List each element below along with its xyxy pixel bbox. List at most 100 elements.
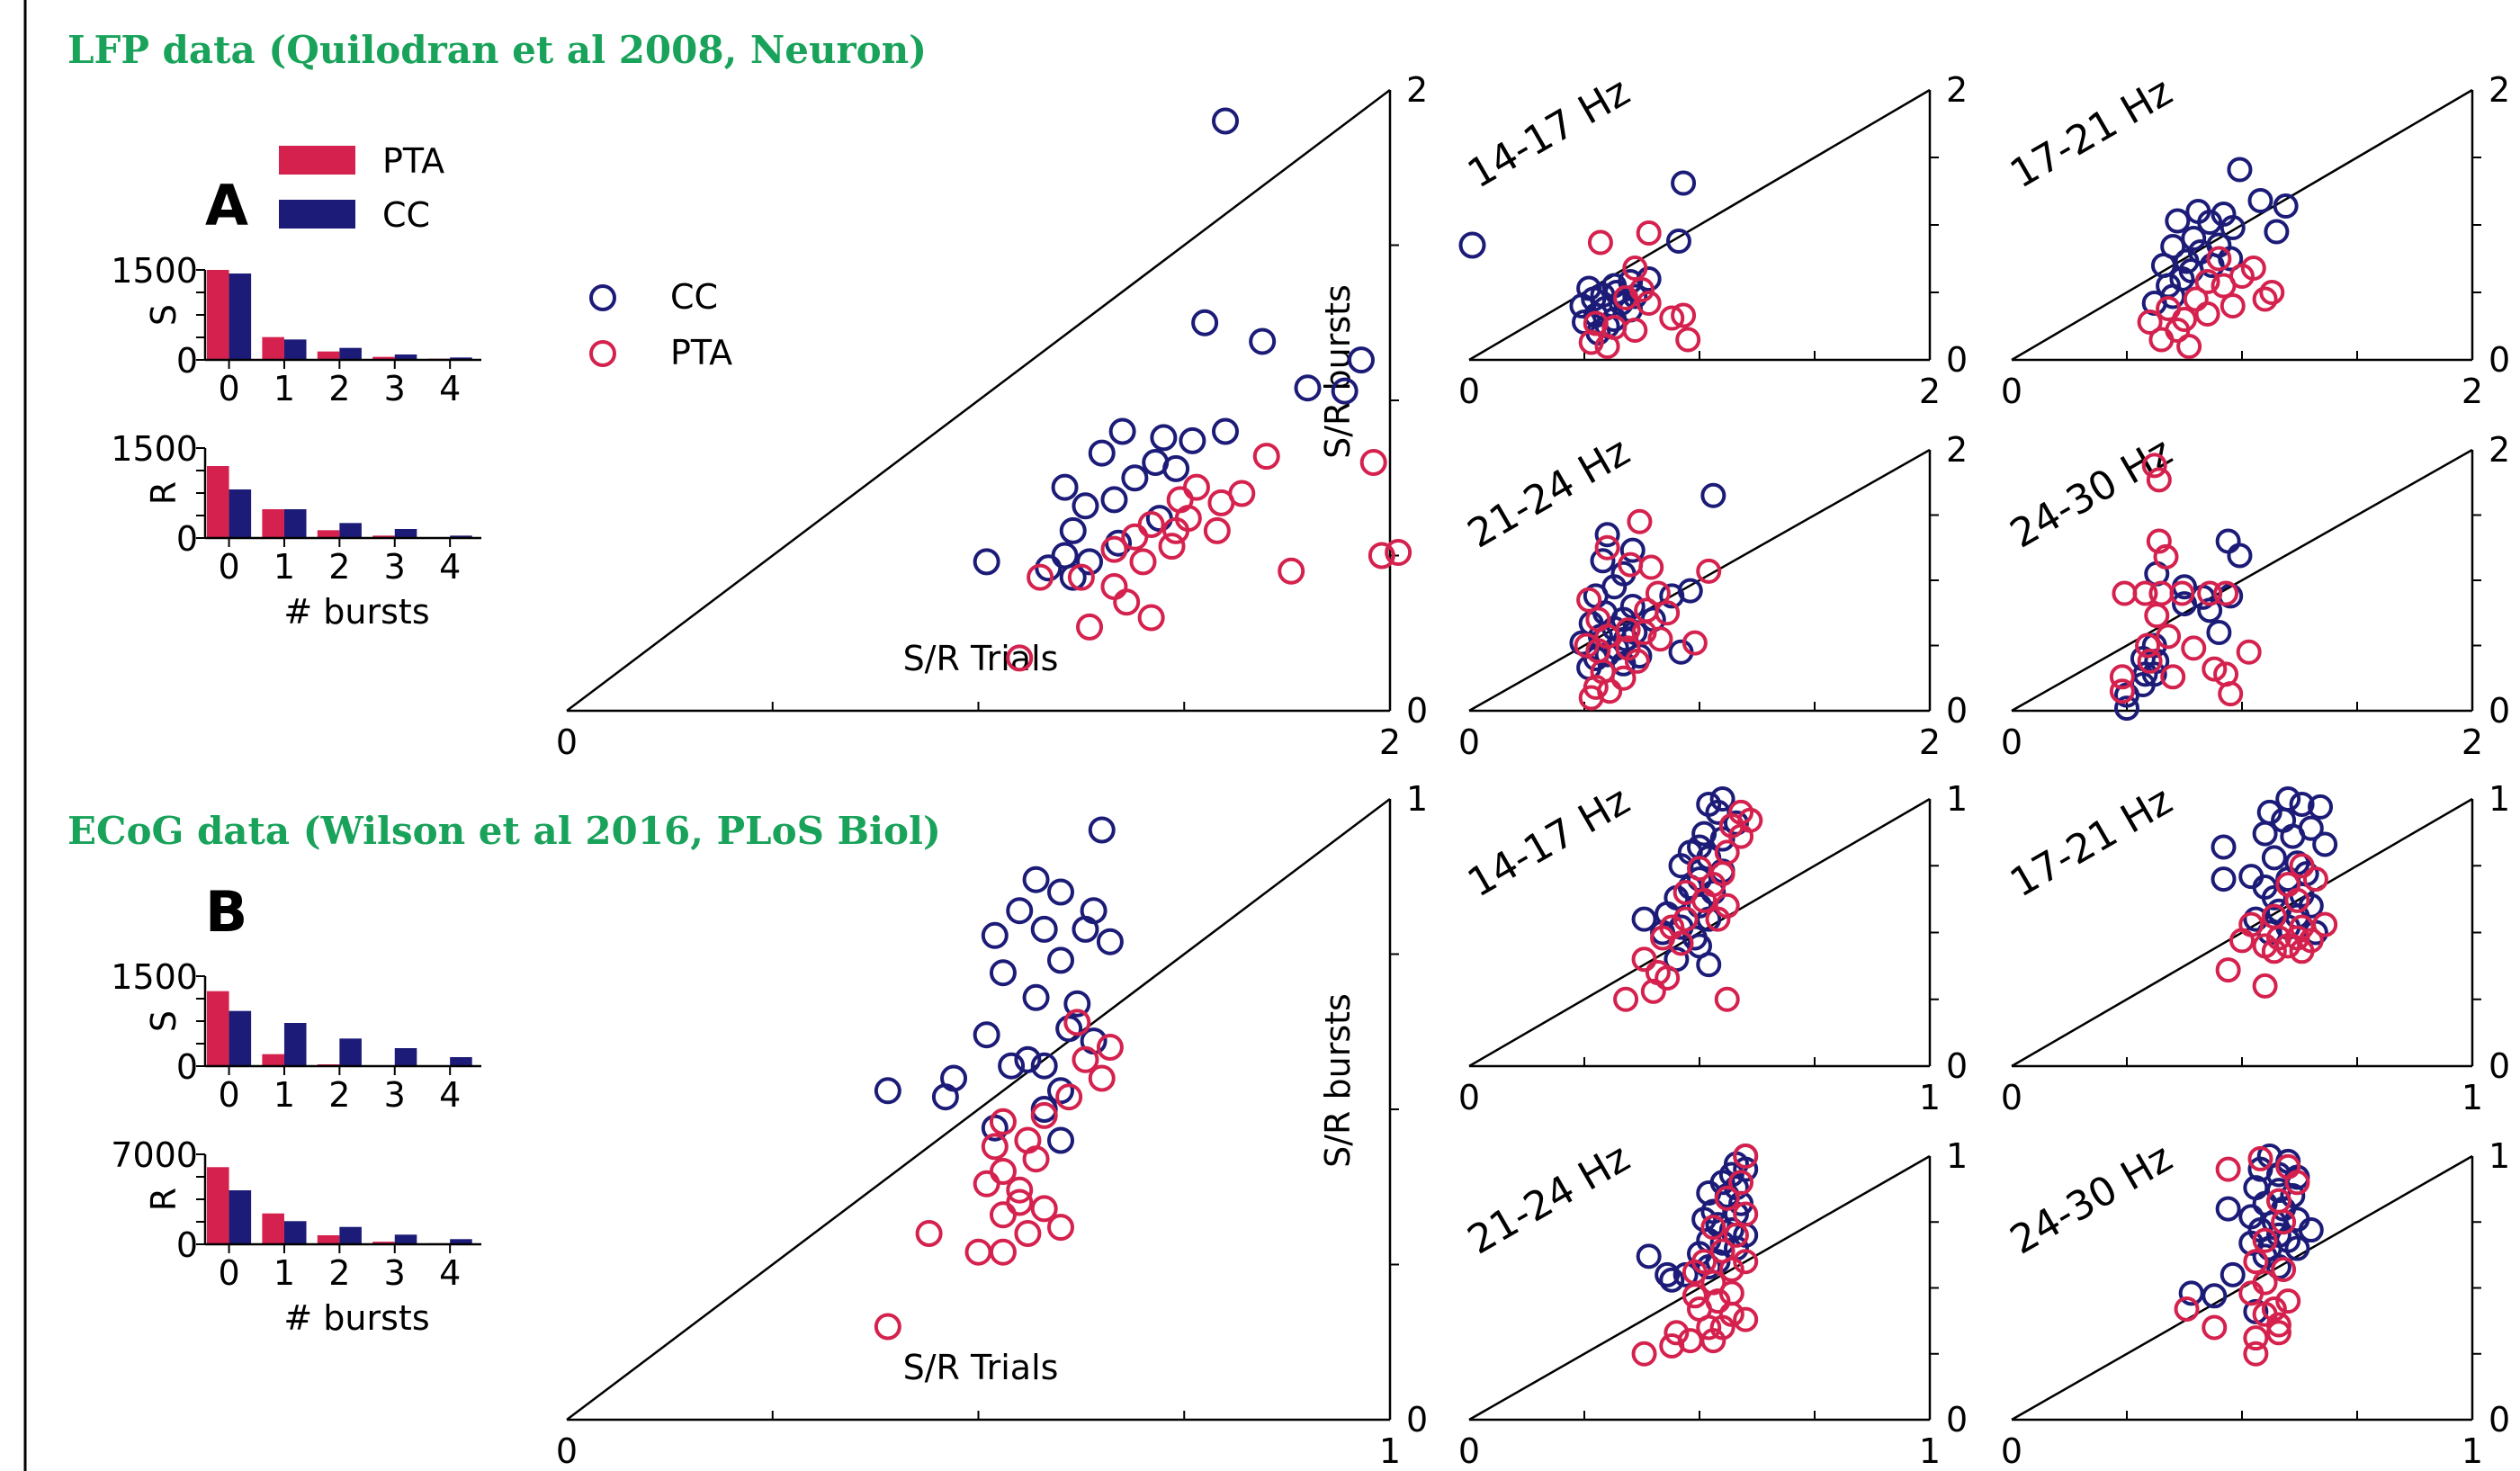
point-pta-6	[2252, 286, 2278, 312]
point-cc-6	[2197, 210, 2223, 235]
point-pta-12	[1673, 906, 1699, 932]
point-pta-10	[1203, 516, 1231, 544]
y-tick-label-bottom: 0	[176, 1047, 198, 1087]
point-pta-15	[1129, 548, 1157, 576]
x-tick-label-max: 1	[1919, 1078, 1941, 1117]
point-pta-0	[1252, 443, 1280, 471]
bar-cc-0	[229, 1010, 252, 1066]
point-cc-8	[2206, 620, 2232, 645]
x-tick-label-3: 3	[384, 1075, 406, 1115]
diagonal-line	[2011, 448, 2473, 713]
point-pta-13	[1681, 1283, 1708, 1309]
bar-cc-2	[339, 523, 362, 538]
scatter-legend-label-cc: CC	[670, 277, 718, 317]
x-tick-label-min: 0	[1458, 372, 1480, 411]
point-pta-5	[1207, 489, 1235, 516]
point-cc-1	[1665, 229, 1691, 254]
y-tick-label-top: 1500	[111, 429, 198, 469]
x-tick-label-max: 1	[1919, 1431, 1941, 1471]
point-cc-15	[1051, 473, 1079, 501]
bar-cc-3	[394, 354, 417, 360]
point-cc-25	[1059, 563, 1087, 591]
scatter-legend-marker-cc	[589, 284, 616, 311]
point-cc-18	[998, 1052, 1026, 1080]
x-tick-label-3: 3	[384, 369, 406, 408]
point-pta-17	[1047, 1214, 1074, 1242]
y-tick-label-top: 7000	[111, 1135, 198, 1175]
bar-legend-label-cc: CC	[382, 195, 430, 235]
point-pta-10	[2194, 301, 2220, 327]
y-tick-label-max: 2	[2489, 70, 2510, 110]
y-axis-label: R	[144, 481, 184, 505]
bar-pta-1	[262, 509, 284, 538]
point-pta-7	[1671, 302, 1697, 328]
point-cc-15	[1601, 307, 1628, 332]
bar-cc-1	[283, 509, 307, 538]
point-pta-17	[2243, 1325, 2269, 1351]
point-cc-8	[2264, 219, 2290, 245]
point-cc-10	[989, 959, 1017, 987]
point-cc-3	[1006, 897, 1034, 925]
point-pta-9	[1718, 1256, 1744, 1282]
point-pta-1	[2302, 866, 2328, 892]
y-axis-label: S	[144, 304, 184, 326]
point-pta-3	[2153, 543, 2179, 570]
point-pta-6	[1659, 305, 1685, 331]
x-tick-label-min: 0	[2001, 372, 2022, 411]
point-pta-13	[1368, 542, 1395, 570]
y-tick-label-bottom: 0	[176, 341, 198, 381]
point-pta-16	[2202, 1314, 2228, 1341]
point-pta-14	[989, 1201, 1017, 1229]
x-axis-label: S/R Trials	[903, 639, 1059, 678]
point-pta-12	[2137, 309, 2163, 335]
point-pta-16	[2202, 656, 2228, 682]
point-cc-14	[1121, 464, 1149, 492]
x-tick-label-max: 1	[2462, 1078, 2483, 1117]
point-pta-11	[973, 1170, 1000, 1197]
y-tick-label-bottom: 0	[176, 519, 198, 559]
point-cc-21	[1051, 542, 1079, 570]
point-pta-11	[1158, 533, 1186, 561]
point-cc-0	[2215, 528, 2241, 554]
point-cc-20	[2284, 1235, 2310, 1261]
x-tick-label-min: 0	[1458, 1431, 1480, 1471]
x-tick-label-2: 2	[328, 1253, 350, 1293]
point-pta-0	[2206, 246, 2232, 272]
y-tick-label-max: 2	[1946, 430, 1968, 470]
point-cc-23	[973, 548, 1000, 576]
y-tick-label-bottom: 0	[176, 1225, 198, 1265]
point-cc-3	[1590, 548, 1616, 574]
point-cc-25	[1047, 1126, 1074, 1154]
x-tick-label-max: 2	[1919, 722, 1941, 762]
point-pta-4	[2211, 273, 2237, 299]
point-pta-7	[2243, 1249, 2269, 1275]
point-pta-3	[1733, 1201, 1759, 1227]
bar-cc-1	[283, 339, 307, 360]
bar-pta-0	[207, 270, 229, 360]
point-pta-2	[2146, 528, 2172, 554]
point-pta-1	[1096, 1034, 1124, 1061]
x-tick-label-min: 0	[1458, 1078, 1480, 1117]
point-pta-18	[2265, 1320, 2291, 1346]
point-pta-20	[2109, 678, 2135, 704]
x-tick-label-0: 0	[218, 369, 239, 408]
point-cc-6	[2252, 821, 2278, 847]
point-pta-20	[1640, 978, 1666, 1004]
point-pta-8	[2271, 1256, 2297, 1282]
point-cc-19	[1059, 516, 1087, 544]
bar-cc-4	[450, 357, 472, 360]
point-pta-22	[1076, 613, 1104, 641]
point-pta-0	[1063, 1009, 1091, 1036]
point-cc-15	[2114, 695, 2139, 722]
point-pta-18	[2160, 664, 2186, 690]
point-pta-10	[1681, 1259, 1708, 1285]
point-pta-7	[2183, 286, 2209, 312]
bar-legend: PTA CC	[279, 141, 444, 235]
bar-cc-3	[394, 1234, 417, 1244]
point-cc-11	[1022, 983, 1050, 1011]
point-pta-11	[1675, 327, 1701, 353]
point-pta-4	[2112, 580, 2138, 606]
